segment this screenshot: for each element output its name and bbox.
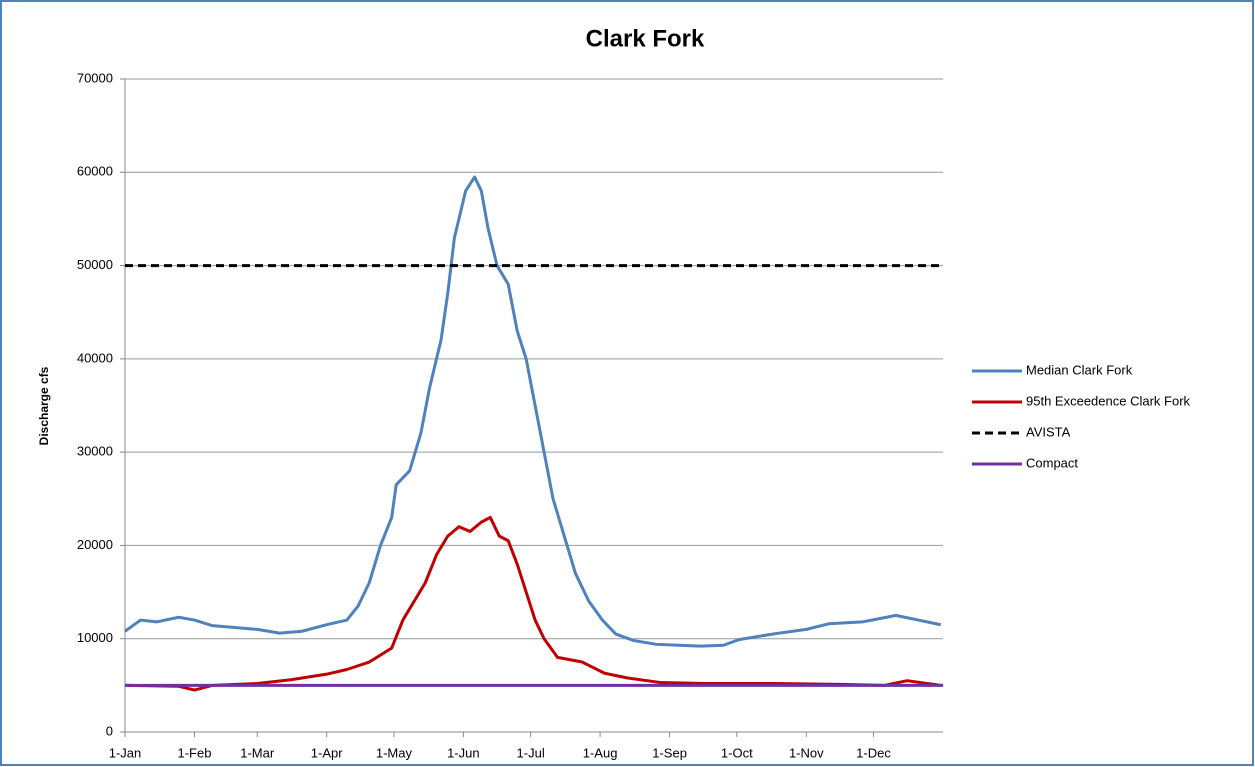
y-tick-label: 20000 bbox=[77, 537, 113, 552]
legend-label: AVISTA bbox=[1026, 424, 1071, 439]
x-tick-label: 1-Nov bbox=[789, 745, 824, 760]
x-tick-label: 1-Feb bbox=[177, 745, 211, 760]
series-line bbox=[124, 515, 941, 692]
x-tick-label: 1-Jul bbox=[517, 745, 545, 760]
y-tick-label: 50000 bbox=[77, 257, 113, 272]
x-tick-label: 1-Mar bbox=[240, 745, 275, 760]
y-axis-label: Discharge cfs bbox=[37, 366, 51, 445]
y-tick-label: 70000 bbox=[77, 70, 113, 85]
chart-title: Clark Fork bbox=[586, 25, 705, 52]
legend-label: Median Clark Fork bbox=[1026, 362, 1133, 377]
x-tick-label: 1-Apr bbox=[311, 745, 343, 760]
x-tick-label: 1-Dec bbox=[856, 745, 891, 760]
y-tick-label: 10000 bbox=[77, 630, 113, 645]
series-line bbox=[124, 175, 942, 648]
y-tick-label: 60000 bbox=[77, 164, 113, 179]
x-tick-label: 1-May bbox=[376, 745, 413, 760]
x-tick-label: 1-Aug bbox=[583, 745, 618, 760]
legend-label: Compact bbox=[1026, 455, 1078, 470]
x-tick-label: 1-Sep bbox=[652, 745, 687, 760]
y-tick-label: 40000 bbox=[77, 350, 113, 365]
x-tick-label: 1-Jun bbox=[447, 745, 480, 760]
x-tick-label: 1-Jan bbox=[109, 745, 142, 760]
y-tick-label: 0 bbox=[106, 723, 113, 738]
y-tick-label: 30000 bbox=[77, 444, 113, 459]
legend-label: 95th Exceedence Clark Fork bbox=[1026, 393, 1191, 408]
x-tick-label: 1-Oct bbox=[721, 745, 753, 760]
